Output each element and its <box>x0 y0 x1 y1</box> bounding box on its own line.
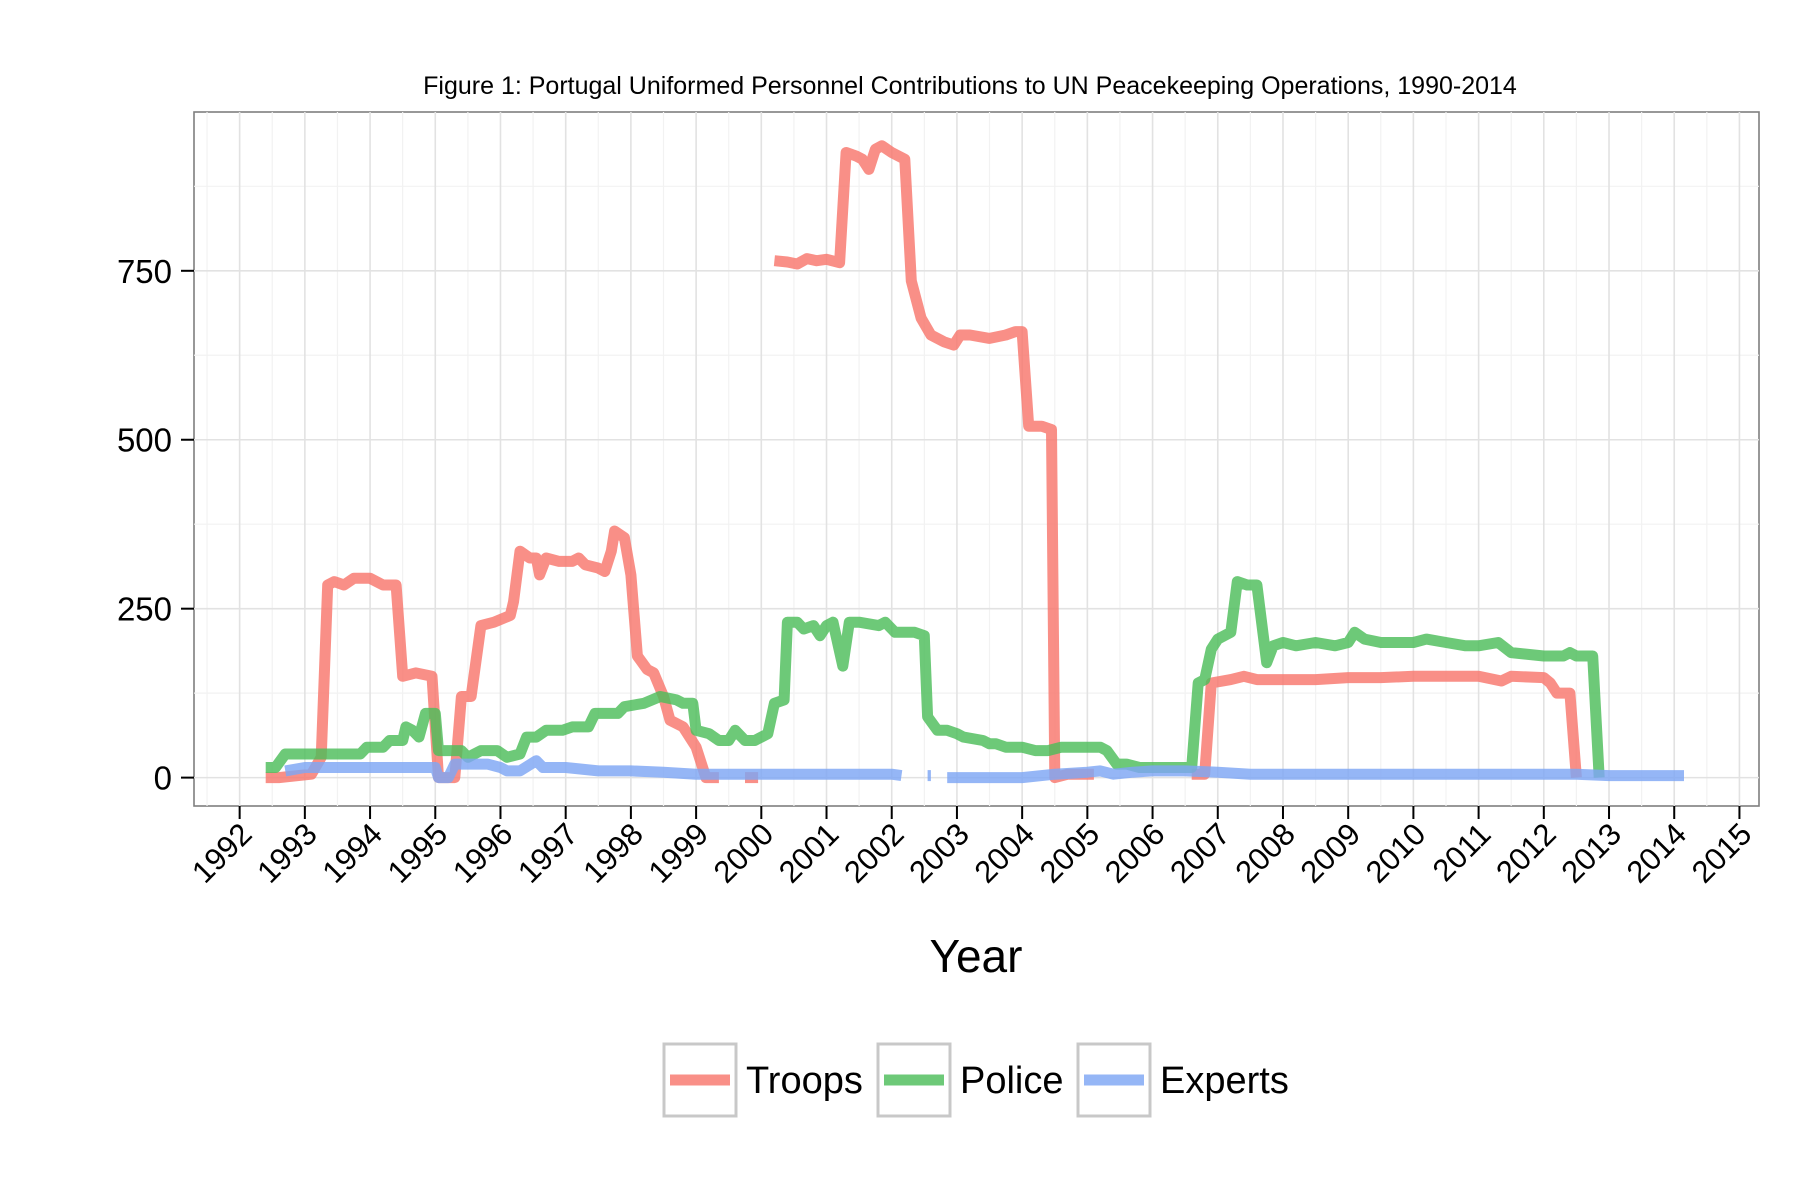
x-tick-label: 1995 <box>381 816 455 890</box>
x-tick-label: 1994 <box>315 816 389 890</box>
x-tick-label: 2012 <box>1489 816 1563 890</box>
legend-item-troops: Troops <box>662 1042 863 1118</box>
legend-label: Police <box>960 1060 1064 1102</box>
y-tick-label: 750 <box>117 253 172 290</box>
x-tick-label: 2001 <box>772 816 846 890</box>
x-axis-title: Year <box>930 930 1023 982</box>
x-tick-label: 1997 <box>511 816 585 890</box>
x-tick-label: 1999 <box>642 816 716 890</box>
y-tick-label: 0 <box>154 760 172 797</box>
legend-label: Experts <box>1160 1060 1289 1102</box>
series-line-troops <box>773 140 1094 784</box>
series-line-troops <box>1191 670 1582 780</box>
x-tick-label: 1996 <box>446 816 520 890</box>
x-tick-label: 2008 <box>1228 816 1302 890</box>
series-line-police <box>265 576 1605 778</box>
x-tick-label: 2007 <box>1163 816 1237 890</box>
series-lines <box>265 140 1684 784</box>
series-line-troops <box>265 525 719 784</box>
x-tick-label: 2014 <box>1620 816 1694 890</box>
x-tick-label: 2010 <box>1359 816 1433 890</box>
x-tick-label: 2011 <box>1426 816 1498 888</box>
x-tick-label: 2000 <box>707 816 781 890</box>
x-tick-label: 2004 <box>968 816 1042 890</box>
legend: Troops Police Experts <box>662 1042 1289 1118</box>
x-tick-label: 2005 <box>1033 816 1107 890</box>
x-tick-label: 1993 <box>250 816 324 890</box>
series-line-experts <box>947 765 1684 784</box>
legend-item-police: Police <box>876 1042 1064 1118</box>
chart-title: Figure 1: Portugal Uniformed Personnel C… <box>423 72 1517 100</box>
series-line-experts <box>284 755 903 784</box>
x-tick-label: 1992 <box>185 816 259 890</box>
legend-item-experts: Experts <box>1076 1042 1289 1118</box>
y-tick-label: 500 <box>117 422 172 459</box>
y-tick-label: 250 <box>117 591 172 628</box>
x-tick-label: 2013 <box>1554 816 1628 890</box>
legend-label: Troops <box>746 1060 863 1102</box>
plot-background <box>193 111 1760 807</box>
x-tick-label: 2009 <box>1294 816 1368 890</box>
x-tick-label: 2003 <box>902 816 976 890</box>
x-tick-label: 2002 <box>837 816 911 890</box>
x-tick-label: 2006 <box>1098 816 1172 890</box>
x-tick-label: 2015 <box>1685 816 1759 890</box>
x-tick-label: 1998 <box>576 816 650 890</box>
